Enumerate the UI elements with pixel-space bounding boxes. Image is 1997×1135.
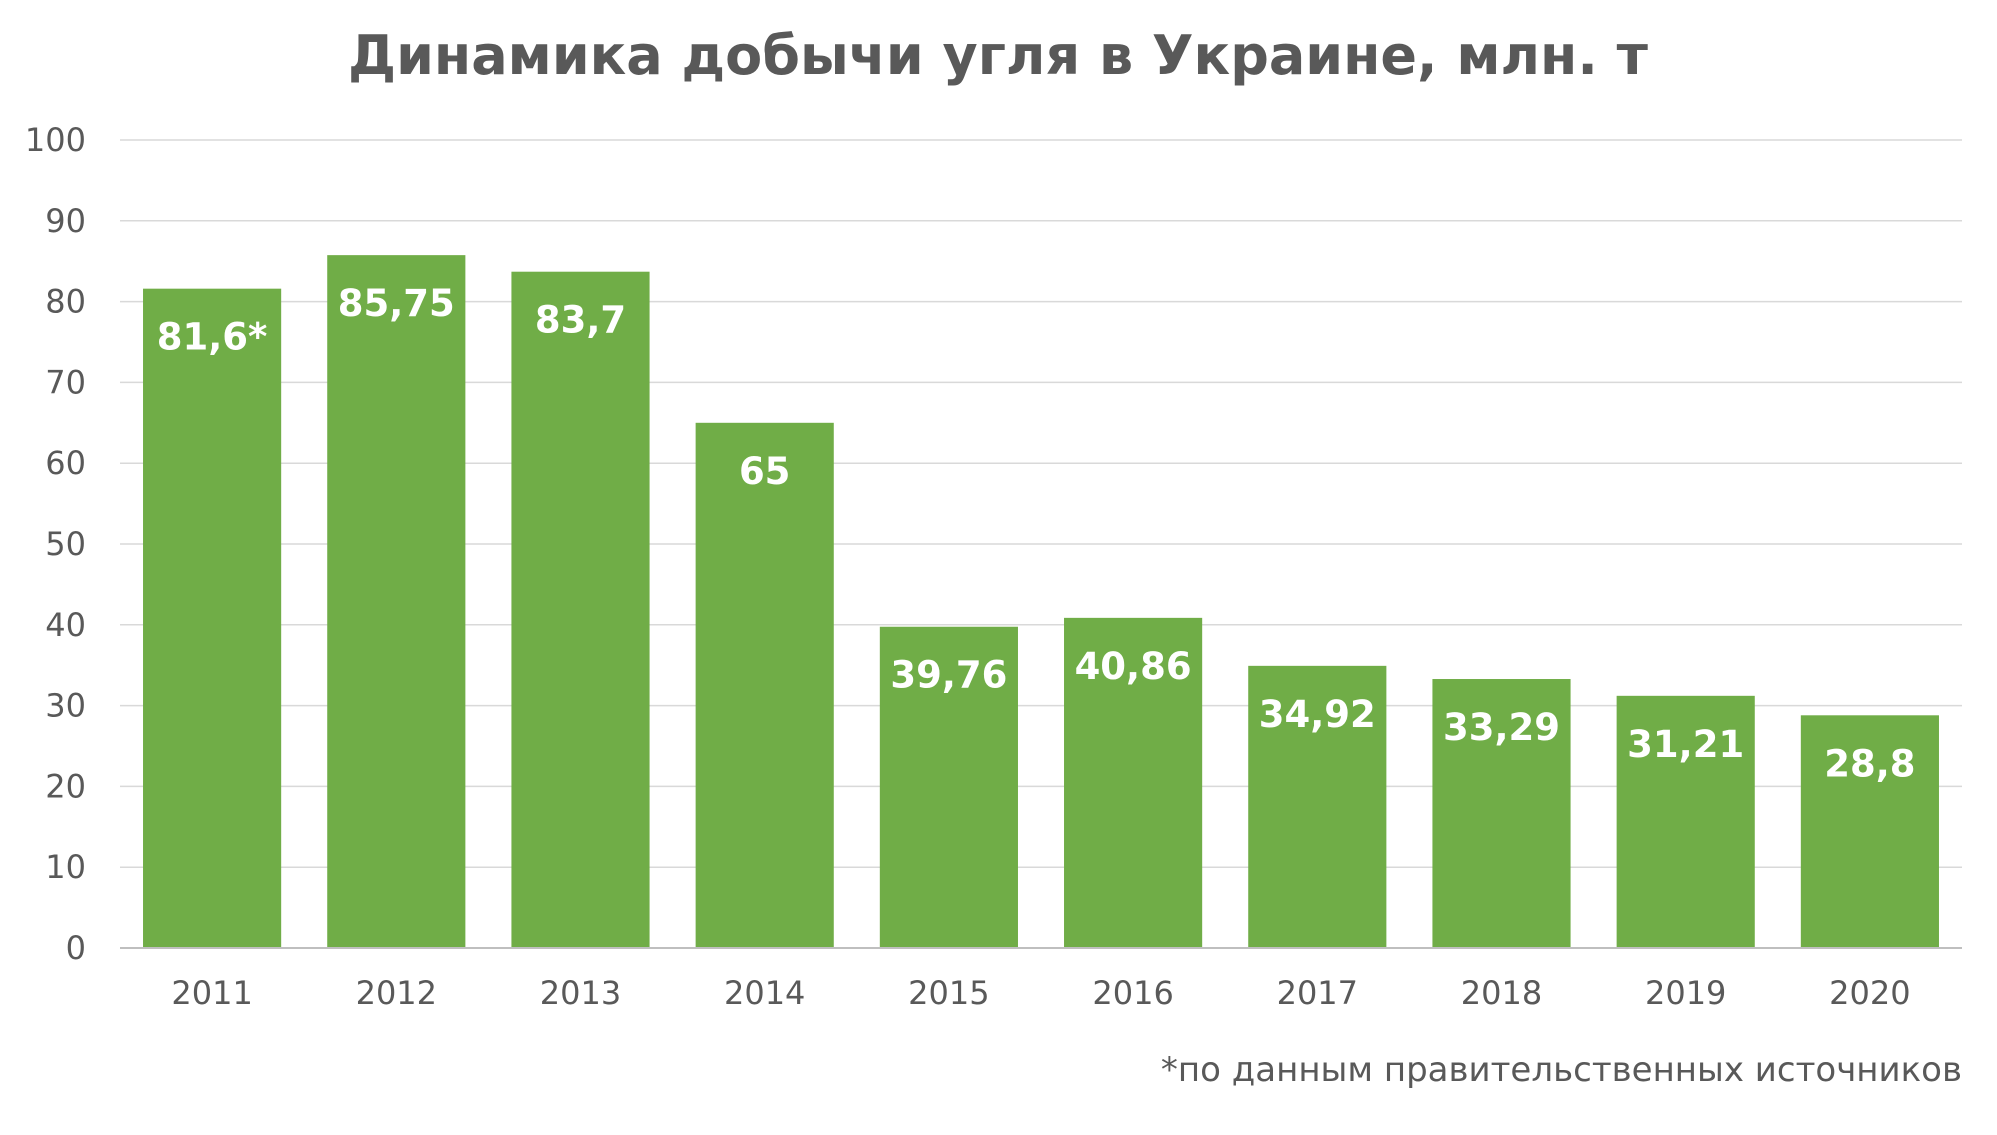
bar-2018	[1432, 679, 1571, 948]
bar-2017	[1248, 665, 1387, 948]
data-label-2013: 83,7	[535, 299, 626, 342]
y-tick-label: 90	[45, 202, 86, 240]
x-tick-label-2016: 2016	[1092, 974, 1173, 1012]
bar-2016	[1064, 617, 1203, 948]
data-label-2020: 28,8	[1824, 742, 1915, 785]
data-label-2016: 40,86	[1075, 645, 1192, 688]
y-tick-label: 100	[25, 121, 86, 159]
y-axis-ticks: 0 10 20 30 40 50 60 70 80 90 100	[25, 121, 86, 967]
x-tick-label-2020: 2020	[1829, 974, 1910, 1012]
y-tick-label: 80	[45, 283, 86, 321]
x-tick-label-2013: 2013	[540, 974, 621, 1012]
chart-title: Динамика добычи угля в Украине, млн. т	[348, 24, 1649, 87]
data-label-2019: 31,21	[1627, 723, 1744, 766]
x-axis-ticks: 2011 2012 2013 2014 2015 2016 2017 2018 2019 2020	[171, 974, 1910, 1012]
bar-2011	[143, 288, 282, 948]
y-tick-label: 0	[66, 929, 86, 967]
data-labels: 81,6* 85,75 83,7 65 39,76 40,86 34,92 33,29 31,2…	[157, 282, 1916, 785]
y-tick-label: 50	[45, 525, 86, 563]
bar-2019	[1616, 695, 1755, 948]
data-label-2011: 81,6*	[157, 316, 268, 359]
data-label-2017: 34,92	[1259, 693, 1376, 736]
bar-2020	[1800, 715, 1939, 948]
bar-2015	[879, 626, 1018, 948]
bar-2012	[327, 255, 466, 948]
bar-2013	[511, 271, 650, 949]
y-tick-label: 20	[45, 767, 86, 805]
bar-2014	[695, 422, 834, 948]
x-tick-label-2015: 2015	[908, 974, 989, 1012]
x-tick-label-2014: 2014	[724, 974, 805, 1012]
bars	[143, 255, 1939, 949]
y-tick-label: 70	[45, 363, 86, 401]
x-tick-label-2018: 2018	[1461, 974, 1542, 1012]
y-tick-label: 30	[45, 687, 86, 725]
y-tick-label: 40	[45, 606, 86, 644]
footnote: *по данным правительственных источников	[1161, 1050, 1962, 1090]
x-tick-label-2011: 2011	[171, 974, 252, 1012]
data-label-2014: 65	[739, 450, 791, 493]
y-tick-label: 10	[45, 848, 86, 886]
data-label-2018: 33,29	[1443, 706, 1560, 749]
x-tick-label-2019: 2019	[1645, 974, 1726, 1012]
data-label-2015: 39,76	[890, 654, 1007, 697]
x-tick-label-2017: 2017	[1277, 974, 1358, 1012]
data-label-2012: 85,75	[338, 282, 455, 325]
x-tick-label-2012: 2012	[356, 974, 437, 1012]
y-tick-label: 60	[45, 444, 86, 482]
